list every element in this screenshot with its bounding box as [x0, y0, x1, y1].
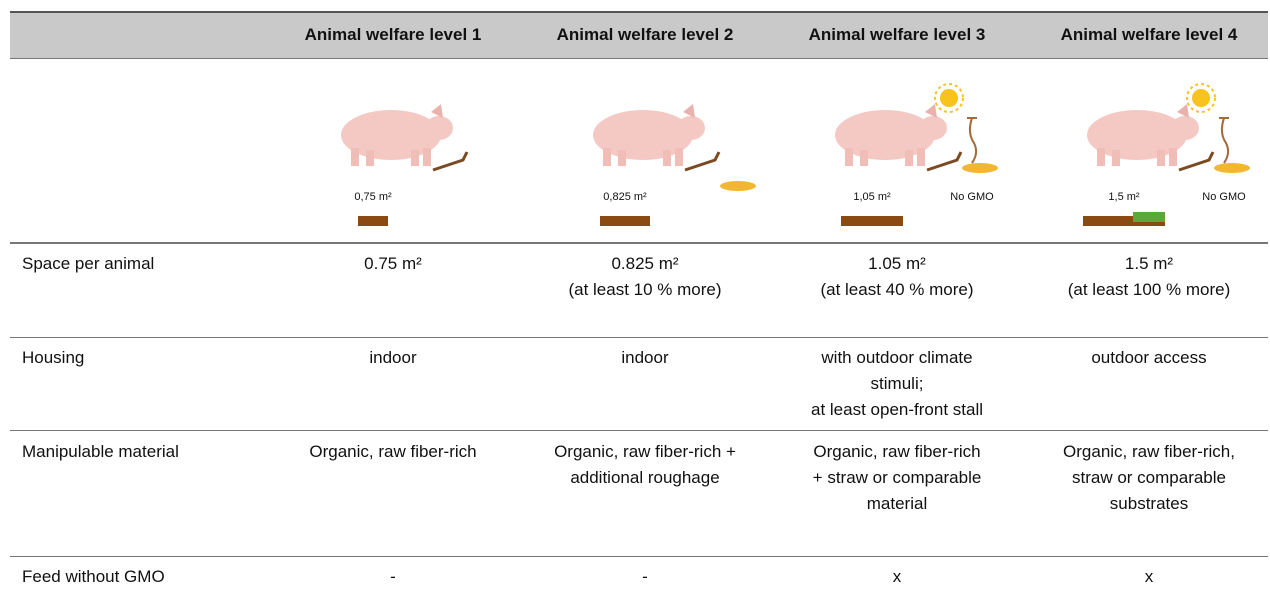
- drawing: [663, 150, 671, 166]
- drawing: [925, 104, 937, 118]
- drawing: [366, 150, 374, 166]
- cell-text: -: [642, 565, 648, 589]
- page: Animal welfare level 1 Animal welfare lev…: [0, 0, 1270, 599]
- drawing: [962, 163, 998, 173]
- drawing: [1097, 148, 1105, 166]
- column-header: Animal welfare level 2: [557, 23, 734, 47]
- cell-text: 0.825 m²: [611, 252, 678, 276]
- cell-text: material: [867, 492, 927, 516]
- area-label: 1,05 m²: [853, 190, 890, 204]
- drawing: [411, 150, 419, 166]
- row-label: Manipulable material: [22, 440, 179, 464]
- column-header: Animal welfare level 1: [305, 23, 482, 47]
- drawing: [1133, 212, 1165, 222]
- cell-text: straw or comparable: [1072, 466, 1226, 490]
- drawing: [677, 116, 705, 140]
- cell-text: with outdoor climate: [821, 346, 972, 370]
- row-label: Feed without GMO: [22, 565, 165, 589]
- drawing: [1171, 116, 1199, 140]
- drawing: [423, 148, 431, 166]
- drawing: [618, 150, 626, 166]
- cell-text: outdoor access: [1091, 346, 1206, 370]
- drawing: [917, 148, 925, 166]
- cell-text: stimuli;: [871, 372, 924, 396]
- drawing: [600, 216, 650, 226]
- cell-text: + straw or comparable: [813, 466, 982, 490]
- gmo-label: No GMO: [950, 190, 993, 204]
- column-header: Animal welfare level 3: [809, 23, 986, 47]
- cell-text: x: [893, 565, 902, 589]
- drawing: [683, 104, 695, 118]
- drawing: [425, 116, 453, 140]
- drawing: [358, 216, 388, 226]
- drawing: [919, 116, 947, 140]
- cell-text: 1.5 m²: [1125, 252, 1173, 276]
- drawing: [433, 152, 467, 170]
- drawing: [845, 148, 853, 166]
- cell-text: indoor: [621, 346, 668, 370]
- drawing: [1112, 150, 1120, 166]
- cell-text: (at least 100 % more): [1068, 278, 1231, 302]
- row-label: Housing: [22, 346, 84, 370]
- drawing: [940, 89, 958, 107]
- drawing: [675, 148, 683, 166]
- drawing: [1219, 118, 1229, 163]
- cell-text: (at least 10 % more): [568, 278, 721, 302]
- drawing: [967, 118, 977, 163]
- drawing: [927, 152, 961, 170]
- drawing: [1179, 152, 1213, 170]
- drawing: [603, 148, 611, 166]
- cell-text: Organic, raw fiber-rich: [813, 440, 980, 464]
- cell-text: x: [1145, 565, 1154, 589]
- area-label: 0,825 m²: [603, 190, 646, 204]
- cell-text: 0.75 m²: [364, 252, 422, 276]
- drawing: [431, 104, 443, 118]
- cell-text: substrates: [1110, 492, 1188, 516]
- drawing: [860, 150, 868, 166]
- gmo-label: No GMO: [1202, 190, 1245, 204]
- cell-text: 1.05 m²: [868, 252, 926, 276]
- cell-text: (at least 40 % more): [820, 278, 973, 302]
- column-header: Animal welfare level 4: [1061, 23, 1238, 47]
- drawing: [905, 150, 913, 166]
- drawing: [1214, 163, 1250, 173]
- cell-text: -: [390, 565, 396, 589]
- drawing: [1157, 150, 1165, 166]
- area-label: 1,5 m²: [1108, 190, 1139, 204]
- drawing: [1169, 148, 1177, 166]
- drawing: [351, 148, 359, 166]
- drawing: [1192, 89, 1210, 107]
- drawing: [685, 152, 719, 170]
- cell-text: at least open-front stall: [811, 398, 983, 422]
- cell-text: additional roughage: [570, 466, 719, 490]
- drawing: [841, 216, 903, 226]
- cell-text: indoor: [369, 346, 416, 370]
- cell-text: Organic, raw fiber-rich: [309, 440, 476, 464]
- cell-text: Organic, raw fiber-rich +: [554, 440, 736, 464]
- drawing: [720, 181, 756, 191]
- area-label: 0,75 m²: [354, 190, 391, 204]
- cell-text: Organic, raw fiber-rich,: [1063, 440, 1235, 464]
- row-label: Space per animal: [22, 252, 154, 276]
- drawing: [1177, 104, 1189, 118]
